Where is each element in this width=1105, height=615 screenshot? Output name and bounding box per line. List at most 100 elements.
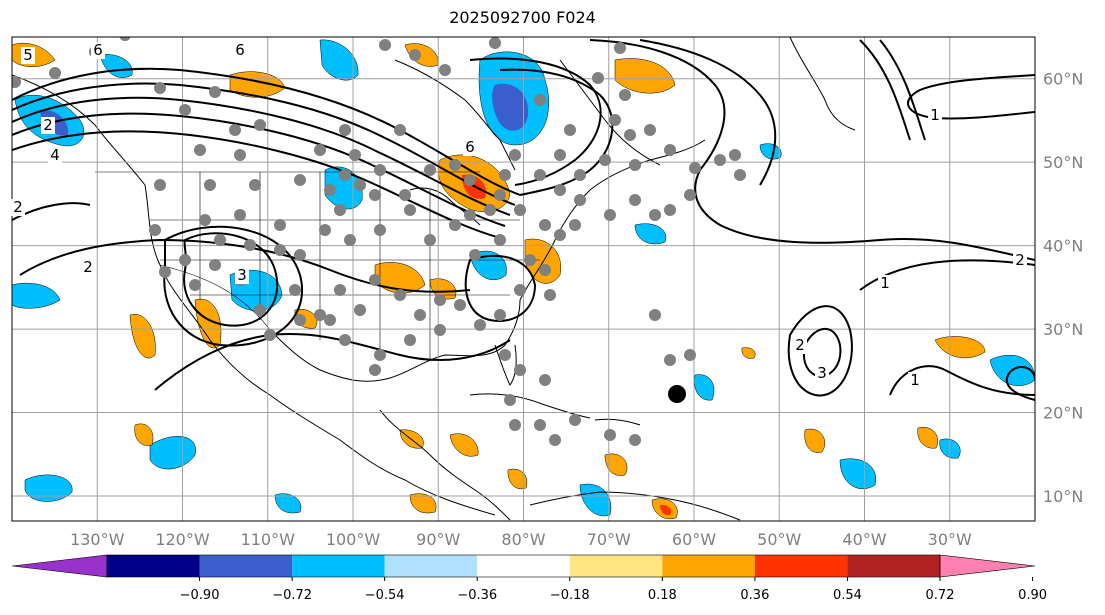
contour-label: 2 [43, 116, 53, 134]
longitude-label: 60°W [672, 530, 716, 549]
latitude-label: 10°N [1043, 487, 1083, 506]
longitude-label: 40°W [842, 530, 886, 549]
station-dot [454, 299, 466, 311]
station-dot [554, 184, 566, 196]
station-dot [449, 159, 461, 171]
positive-anomaly-region [604, 453, 628, 476]
station-dot [404, 204, 416, 216]
station-dot [439, 64, 451, 76]
station-dot [499, 169, 511, 181]
hispaniola [594, 418, 641, 426]
colorbar-segment [569, 555, 663, 577]
station-dot [179, 254, 191, 266]
station-dot [149, 224, 161, 236]
station-dot [489, 37, 501, 49]
contour-label: 6 [465, 138, 475, 156]
station-dot [424, 164, 436, 176]
station-dot [254, 119, 266, 131]
station-dot [179, 104, 191, 116]
colorbar-tick-labels: −0.90 −0.72 −0.54 −0.36 −0.18 0.18 0.36 0.54 0.7… [180, 577, 1047, 603]
positive-anomaly-region [507, 468, 528, 490]
station-dot [339, 124, 351, 136]
contour-label: 1 [930, 106, 940, 124]
contour-label-background [41, 117, 55, 134]
contour-label: 2 [13, 198, 23, 216]
colorbar-tick-label: −0.90 [180, 588, 220, 603]
station-dot [159, 266, 171, 278]
station-dot [339, 169, 351, 181]
station-dot [194, 144, 206, 156]
station-dot [434, 294, 446, 306]
station-dot [294, 314, 306, 326]
station-dot [254, 304, 266, 316]
station-dot [534, 169, 546, 181]
contour-line [12, 82, 516, 206]
station-dot [379, 39, 391, 51]
contour-label-background [91, 42, 105, 59]
negative-anomaly-region [24, 474, 73, 502]
station-dot [449, 219, 461, 231]
station-dot [414, 309, 426, 321]
contour-line [12, 130, 501, 239]
station-dot [514, 204, 526, 216]
station-dot [374, 349, 386, 361]
station-dot [334, 204, 346, 216]
station-dot [509, 419, 521, 431]
colorbar-extend-high [939, 554, 1036, 578]
station-dot [324, 184, 336, 196]
station-dot [569, 414, 581, 426]
station-dot [544, 289, 556, 301]
colorbar-segment [754, 555, 848, 577]
contour-label: 4 [50, 146, 60, 164]
coastlines [12, 37, 856, 521]
station-dot [649, 309, 661, 321]
greenland [789, 37, 856, 131]
longitude-label: 30°W [928, 530, 972, 549]
station-dot [374, 224, 386, 236]
station-dot [434, 324, 446, 336]
station-dot [464, 209, 476, 221]
contour-line [859, 259, 1035, 291]
contour-label: 1 [880, 274, 890, 292]
colorbar-tick-label: 0.72 [926, 588, 955, 603]
station-dot [214, 234, 226, 246]
contour-label-background [815, 365, 829, 382]
negative-anomaly-region [274, 493, 302, 514]
station-dot [399, 189, 411, 201]
station-dot [554, 149, 566, 161]
negative-anomaly-region [12, 282, 61, 309]
station-dot [354, 179, 366, 191]
station-dot [564, 124, 576, 136]
station-dot [234, 149, 246, 161]
labrador-coast [559, 59, 661, 166]
negative-anomaly-core [492, 83, 529, 131]
negative-anomaly-region [99, 54, 133, 78]
latitude-label: 40°N [1043, 237, 1083, 256]
contour-label-background [908, 372, 922, 389]
negative-anomaly-region [759, 143, 782, 160]
negative-anomaly-region [694, 374, 715, 401]
colorbar-segment [477, 555, 570, 577]
station-dot [539, 264, 551, 276]
station-dot [664, 204, 676, 216]
contour-label: 1 [910, 371, 920, 389]
florida-peninsula [494, 344, 517, 386]
contour-label-background [1013, 252, 1027, 269]
map-title: 2025092700 F024 [449, 8, 596, 27]
colorbar [11, 554, 1036, 578]
station-dot [394, 289, 406, 301]
contour-line [589, 39, 1035, 261]
station-dot [204, 179, 216, 191]
station-dot [209, 86, 221, 98]
positive-anomaly-region [934, 336, 986, 359]
station-dot [369, 189, 381, 201]
station-dot [514, 284, 526, 296]
station-dot [629, 434, 641, 446]
contour-label-background [81, 259, 95, 276]
contour-line [802, 327, 842, 377]
contour-line [879, 39, 926, 141]
colorbar-tick-label: 0.18 [648, 588, 677, 603]
positive-anomaly-core [660, 504, 672, 516]
gulf-of-mexico-coast [269, 299, 521, 382]
contour-label: 6 [235, 41, 245, 59]
